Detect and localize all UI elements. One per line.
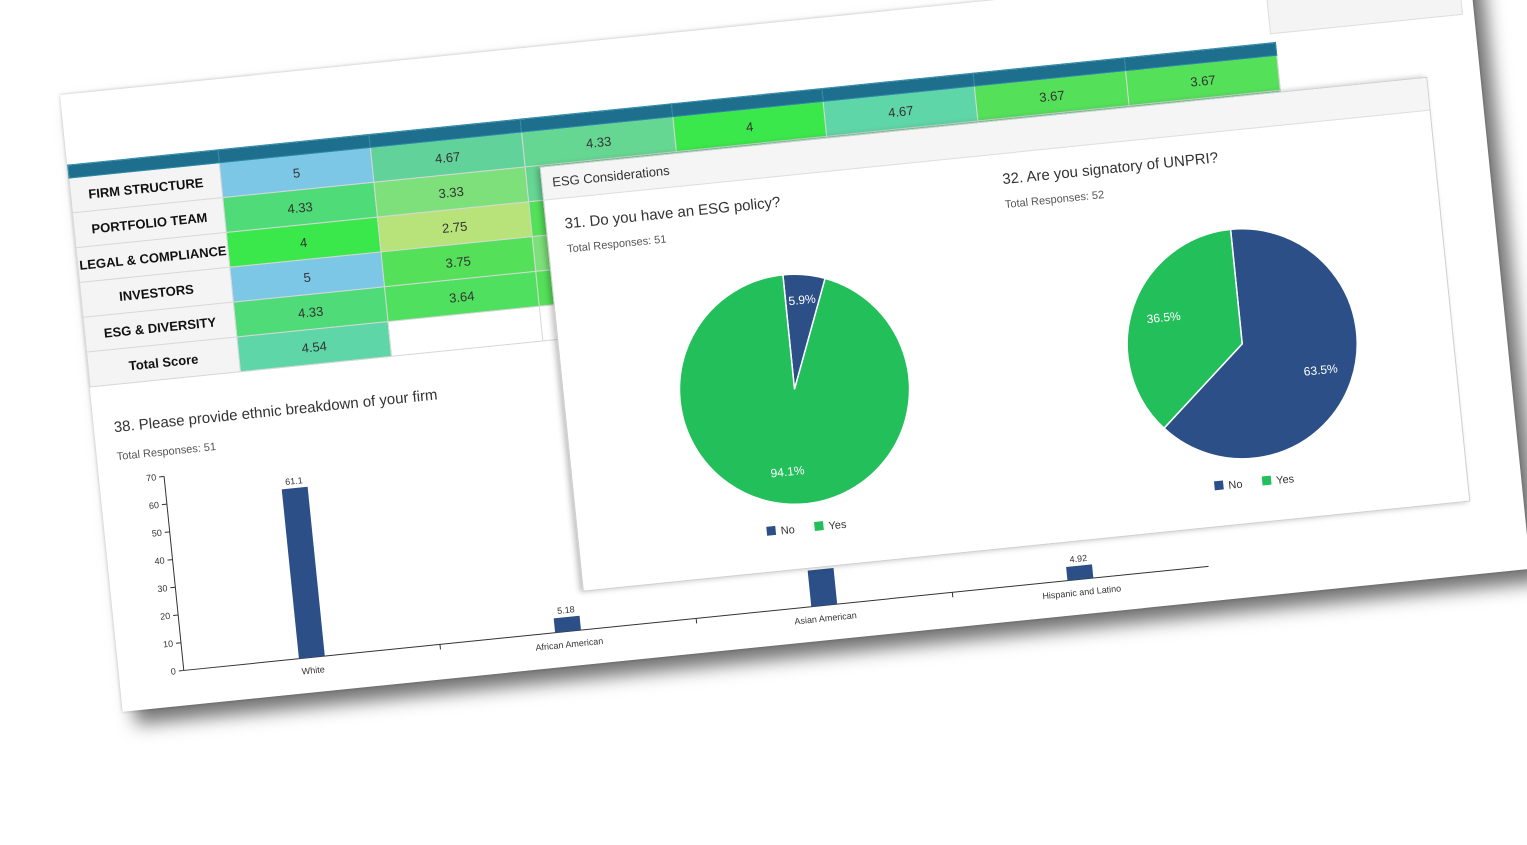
y-tick-label: 60 — [148, 500, 159, 511]
x-tick — [695, 618, 698, 624]
report-sheet: FIRM STRUCTURE 5 4.67 4.33 4 4.67 3.67 3.67 PORT… — [60, 0, 1527, 712]
bar-hispanic-and-latino — [1066, 564, 1094, 581]
y-tick-label: 10 — [163, 639, 174, 650]
legend-label-yes: Yes — [1276, 473, 1296, 487]
ethnic-breakdown-panel: 38. Please provide ethnic breakdown of y… — [92, 294, 1276, 710]
y-tick-label: 50 — [151, 528, 162, 539]
pie-slice-yes — [1126, 228, 1243, 430]
y-axis — [163, 476, 185, 671]
legend-swatch-yes — [814, 521, 824, 531]
esg-card-title: ESG Considerations — [551, 162, 671, 190]
x-tick-label: African American — [535, 636, 604, 653]
y-tick — [164, 531, 170, 533]
pie-slice-yes — [678, 274, 911, 505]
pie-label: 5.9% — [788, 292, 817, 309]
legend-label-yes: Yes — [828, 519, 848, 533]
bar-value-label: 4.92 — [1069, 553, 1087, 565]
legend-label-no: No — [1228, 479, 1243, 492]
y-tick — [173, 614, 179, 617]
y-tick-label: 70 — [146, 472, 157, 483]
top-strip — [1265, 0, 1464, 35]
y-tick — [167, 559, 173, 561]
pie-slice-no — [1162, 228, 1358, 460]
y-tick — [161, 503, 167, 506]
y-tick — [178, 669, 184, 672]
y-tick-label: 30 — [157, 583, 168, 594]
q38-title: 38. Please provide ethnic breakdown of y… — [113, 386, 439, 437]
legend-swatch-yes — [1261, 475, 1272, 486]
x-tick-label: Hispanic and Latino — [1042, 583, 1122, 601]
y-tick — [170, 586, 176, 589]
x-tick-label: White — [301, 664, 325, 676]
ethnic-bar-chart: 0 10 20 30 40 50 60 70 61.1 White 5.18 African Amer… — [146, 472, 1209, 677]
y-tick-label: 0 — [170, 666, 176, 676]
bar-value-label: 5.18 — [557, 604, 575, 616]
y-tick — [175, 642, 182, 644]
q32-title: 32. Are you signatory of UNPRI? — [1001, 149, 1219, 189]
pie-label: 94.1% — [770, 463, 806, 480]
pie-label: 63.5% — [1303, 361, 1339, 378]
legend-label-no: No — [780, 524, 795, 537]
unpri-pie: 63.5% 36.5% No Yes — [1126, 228, 1358, 492]
x-tick — [951, 592, 954, 598]
bar-white — [281, 486, 325, 659]
x-tick-label: Asian American — [794, 610, 857, 626]
esg-policy-pie: 5.9% 94.1% No Yes — [678, 273, 911, 537]
q38-subtitle: Total Responses: 51 — [116, 441, 217, 464]
x-tick — [439, 644, 441, 650]
legend-swatch-no — [766, 525, 777, 536]
y-tick-label: 40 — [154, 555, 165, 566]
y-tick — [159, 475, 165, 478]
q31-title: 31. Do you have an ESG policy? — [563, 193, 782, 233]
legend-swatch-no — [1213, 480, 1224, 491]
pie-label: 36.5% — [1146, 309, 1182, 326]
bar-value-label: 61.1 — [285, 475, 303, 487]
bar-asian-american — [807, 568, 838, 607]
esg-card: ESG Considerations 31. Do you have an ES… — [539, 76, 1471, 592]
bar-african-american — [553, 615, 581, 633]
y-tick-label: 20 — [160, 611, 171, 622]
